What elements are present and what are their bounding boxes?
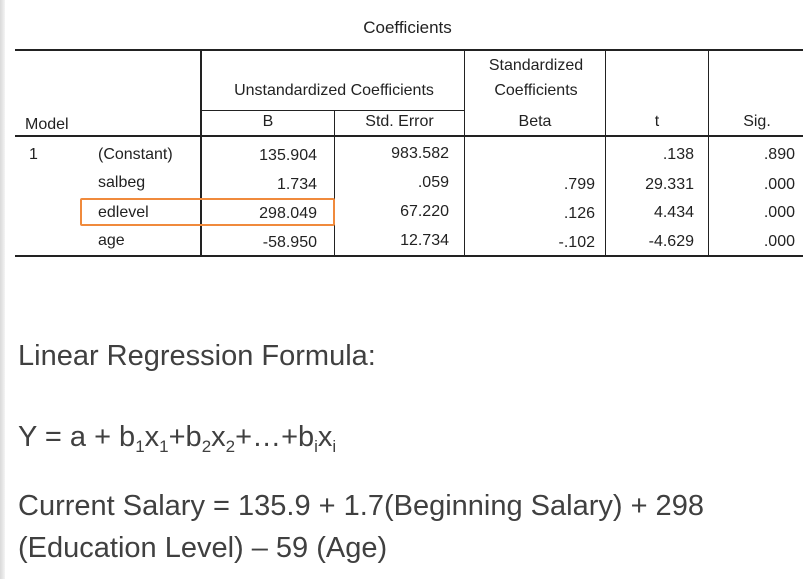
header-b: B <box>262 113 274 130</box>
slide-edge <box>0 0 5 579</box>
cell-beta: -.102 <box>558 234 595 251</box>
model-number: 1 <box>29 146 38 163</box>
col-divider <box>708 51 709 257</box>
cell-t: 29.331 <box>645 176 694 193</box>
cell-b: 1.734 <box>276 176 317 193</box>
cell-sig: .000 <box>763 204 795 221</box>
formula-subscript: i <box>332 437 337 456</box>
col-divider <box>334 111 335 257</box>
header-t: t <box>654 113 660 130</box>
formula-part: x <box>144 421 160 453</box>
col-divider <box>605 51 606 257</box>
cell-b: 298.049 <box>259 205 317 222</box>
cell-b: 135.904 <box>259 147 317 164</box>
formula-part: x <box>317 421 333 453</box>
general-formula: Y = a + b1x1+b2x2+…+bixi <box>18 421 337 456</box>
cell-std-error: 983.582 <box>391 145 449 162</box>
header-std-error: Std. Error <box>365 113 434 130</box>
cell-sig: .000 <box>763 176 795 193</box>
formula-y: Y <box>18 421 37 453</box>
cell-std-error: 67.220 <box>400 203 449 220</box>
formula-subscript: 2 <box>201 437 212 456</box>
salary-formula-line-1: Current Salary = 135.9 + 1.7(Beginning S… <box>18 490 704 522</box>
col-divider <box>464 51 465 257</box>
formula-subscript: 1 <box>135 437 145 456</box>
table-title: Coefficients <box>363 18 452 37</box>
cell-b: -58.950 <box>262 234 317 251</box>
cell-t: -4.629 <box>648 233 694 250</box>
header-standardized-2: Coefficients <box>494 82 578 99</box>
cell-beta: .126 <box>563 205 595 222</box>
header-sig: Sig. <box>743 113 771 130</box>
edlevel-highlight <box>80 198 335 226</box>
cell-t: 4.434 <box>653 204 694 221</box>
header-divider <box>15 135 803 137</box>
cell-std-error: .059 <box>417 174 449 191</box>
coefficients-table: Unstandardized Coefficients Standardized… <box>15 49 803 257</box>
row-name: age <box>98 232 125 249</box>
header-model: Model <box>25 116 69 133</box>
salary-formula-line-2: (Education Level) – 59 (Age) <box>18 532 388 564</box>
row-name: (Constant) <box>98 146 173 163</box>
cell-sig: .000 <box>763 233 795 250</box>
col-divider <box>200 51 202 257</box>
formula-part: x <box>211 421 226 453</box>
header-unstandardized: Unstandardized Coefficients <box>234 82 434 99</box>
formula-part: +b <box>168 421 202 453</box>
formula-part: = a + b <box>36 421 136 453</box>
formula-part: +…+b <box>235 421 315 453</box>
header-beta: Beta <box>518 113 552 130</box>
row-divider <box>200 110 465 111</box>
row-name: edlevel <box>98 204 149 221</box>
formula-subscript: i <box>314 437 318 456</box>
header-standardized-1: Standardized <box>488 57 584 74</box>
cell-beta: .799 <box>563 176 595 193</box>
formula-subscript: 2 <box>225 437 236 456</box>
formula-heading: Linear Regression Formula: <box>18 340 376 372</box>
row-name: salbeg <box>98 174 146 191</box>
cell-sig: .890 <box>763 146 795 163</box>
formula-subscript: 1 <box>159 437 169 456</box>
cell-std-error: 12.734 <box>400 232 449 249</box>
cell-t: .138 <box>662 146 694 163</box>
